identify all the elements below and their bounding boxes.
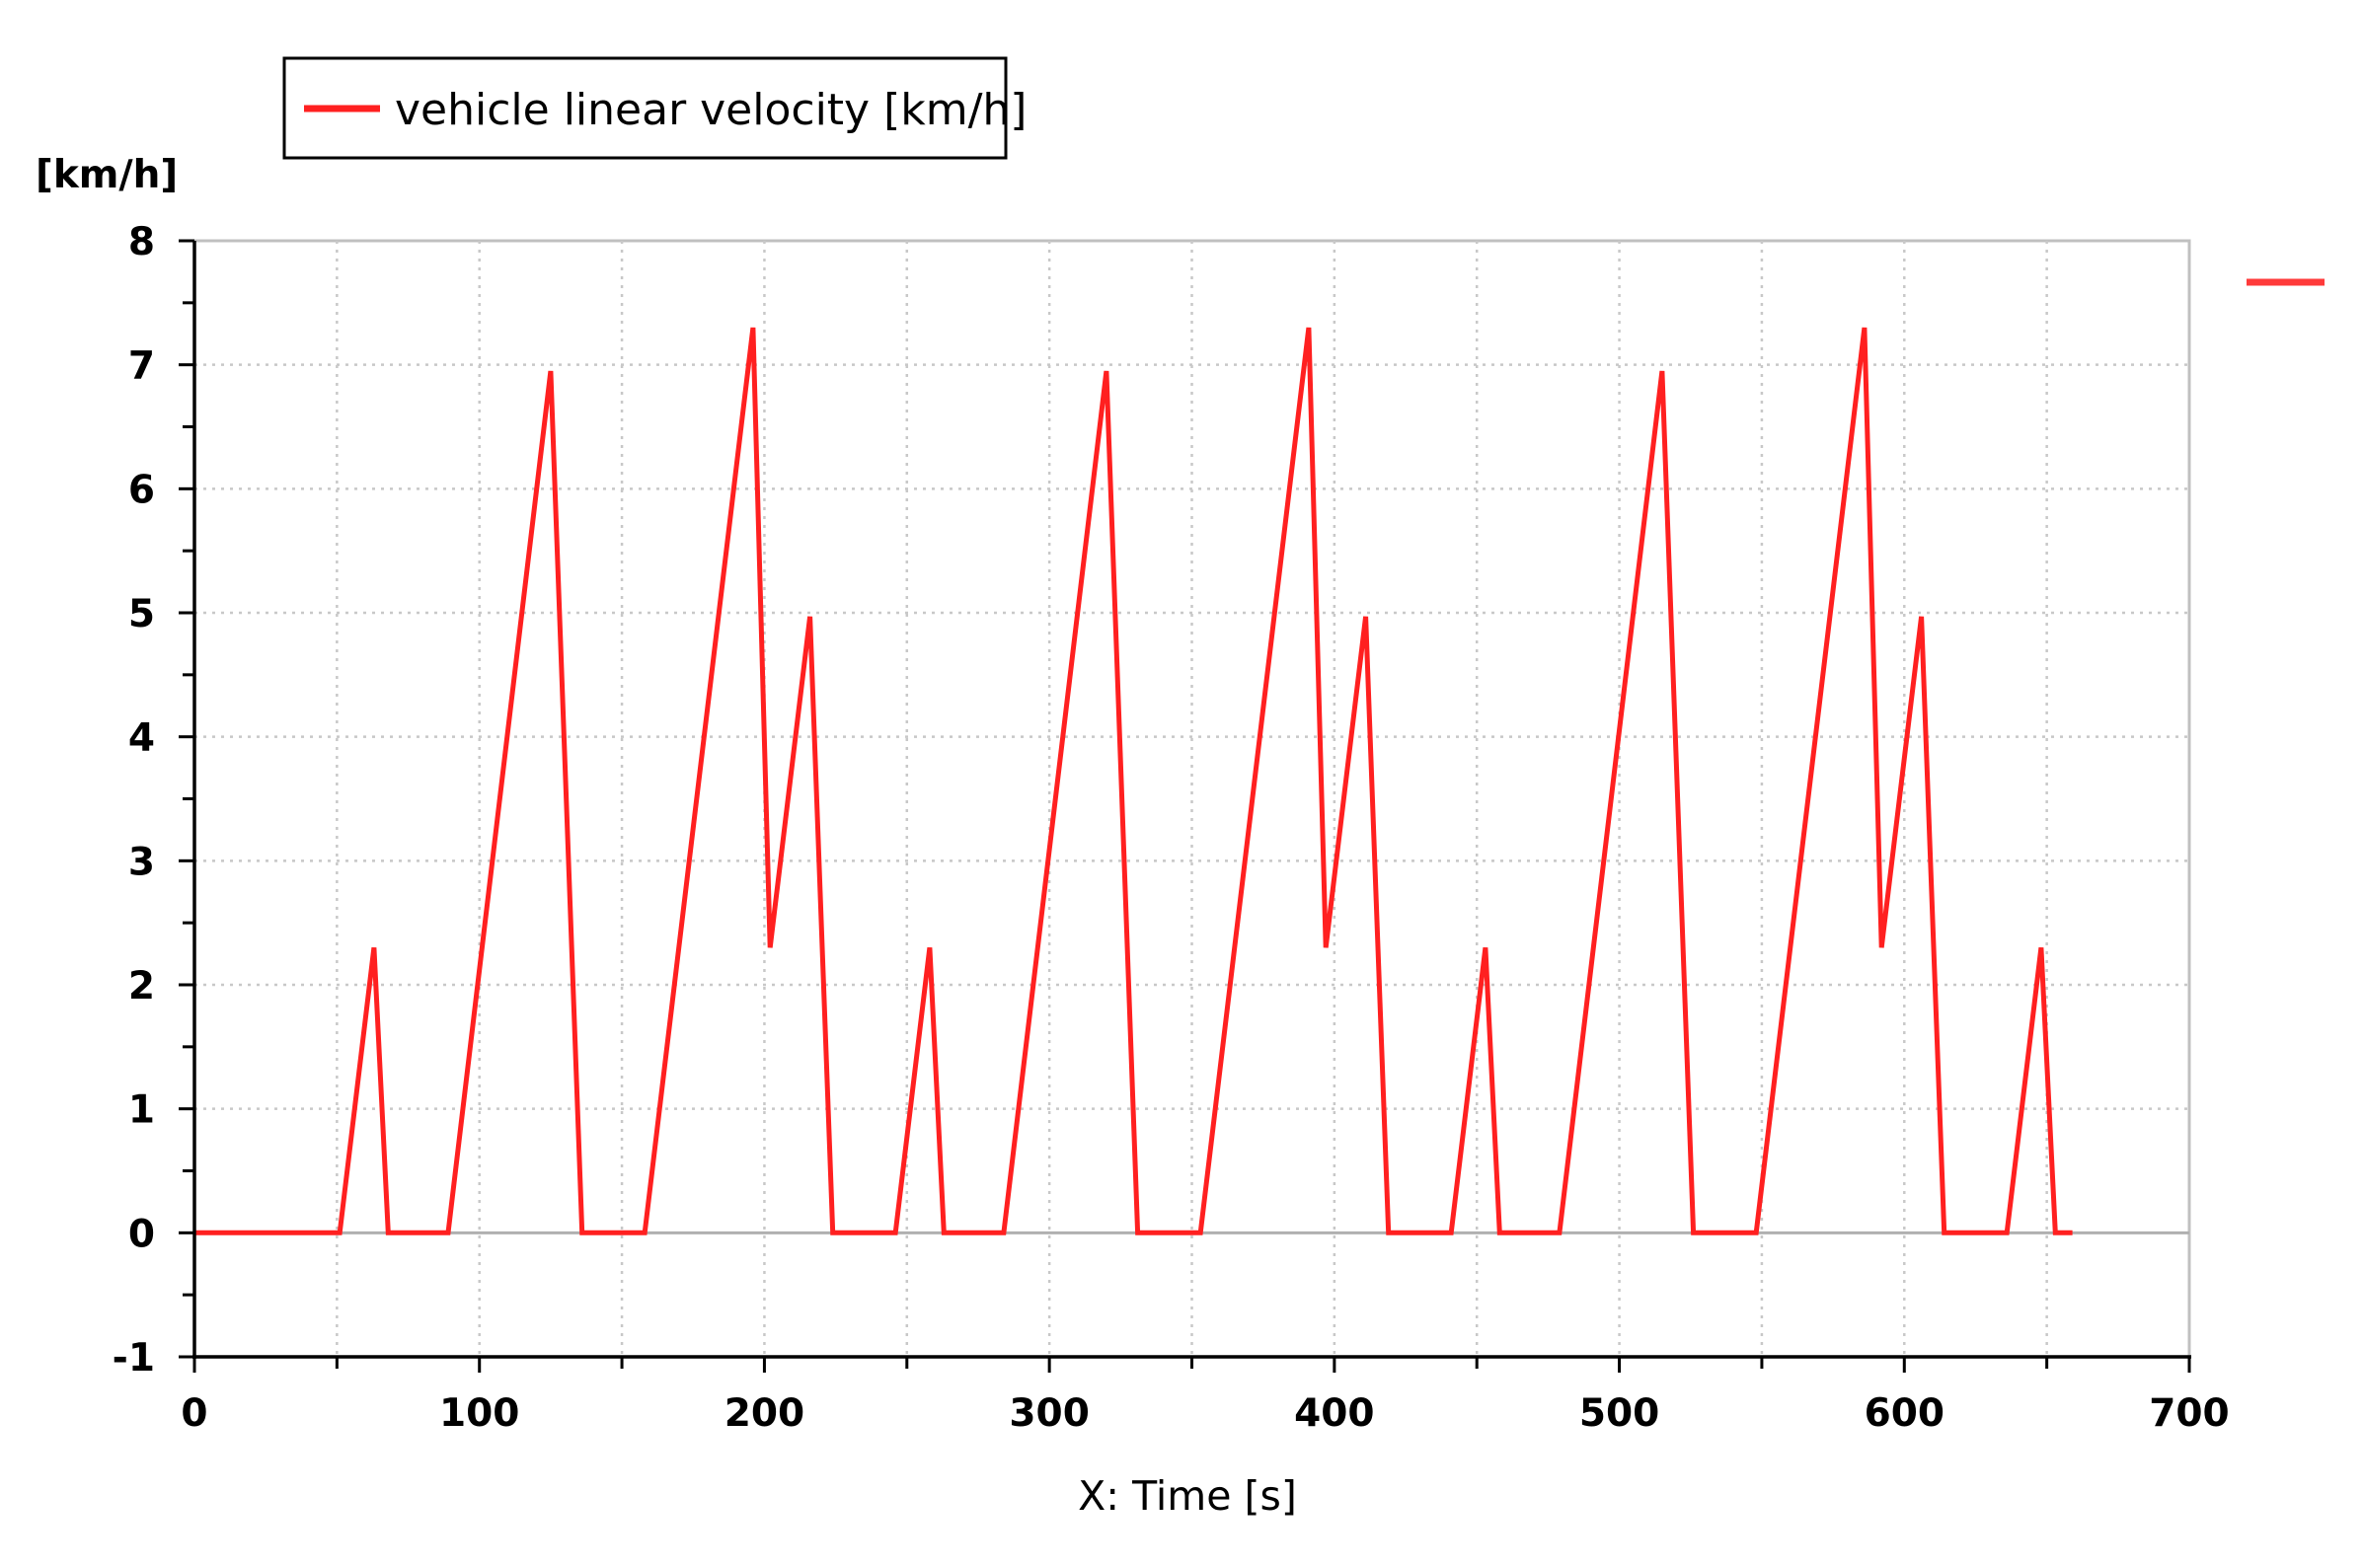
y-tick-label: 8: [128, 220, 155, 264]
x-tick-label: 700: [2149, 1391, 2229, 1436]
y-axis-ticks: -1 0 1 2 3 4 5 6 7 8: [113, 220, 194, 1381]
grid-lines: [194, 241, 2189, 1357]
plot-area: [192, 239, 2191, 1359]
series-line-0[interactable]: [194, 327, 2073, 1235]
y-tick-label: -1: [113, 1336, 155, 1381]
x-tick-label: 0: [181, 1391, 207, 1436]
x-tick-label: 600: [1865, 1391, 1945, 1436]
x-tick-label: 500: [1579, 1391, 1659, 1436]
x-tick-label: 400: [1294, 1391, 1374, 1436]
y-tick-label: 0: [128, 1212, 155, 1256]
legend[interactable]: vehicle linear velocity [km/h]: [282, 56, 1027, 160]
y-tick-label: 5: [128, 592, 155, 636]
y-tick-label: 1: [128, 1088, 155, 1133]
series-group: [194, 327, 2073, 1235]
legend-label: vehicle linear velocity [km/h]: [395, 85, 1027, 135]
x-axis-ticks: 0 100 200 300 400 500 600 700: [181, 1357, 2230, 1436]
y-tick-label: 6: [128, 468, 155, 512]
y-tick-label: 2: [128, 964, 155, 1008]
x-tick-label: 200: [724, 1391, 804, 1436]
x-tick-label: 100: [439, 1391, 519, 1436]
x-axis-label: X: Time [s]: [1078, 1472, 1297, 1520]
y-tick-label: 3: [128, 840, 155, 884]
y-tick-label: 7: [128, 344, 155, 389]
y-tick-label: 4: [128, 716, 155, 761]
x-tick-label: 300: [1009, 1391, 1089, 1436]
legend-box: [282, 56, 1008, 160]
y-axis-label: [km/h]: [36, 153, 178, 197]
